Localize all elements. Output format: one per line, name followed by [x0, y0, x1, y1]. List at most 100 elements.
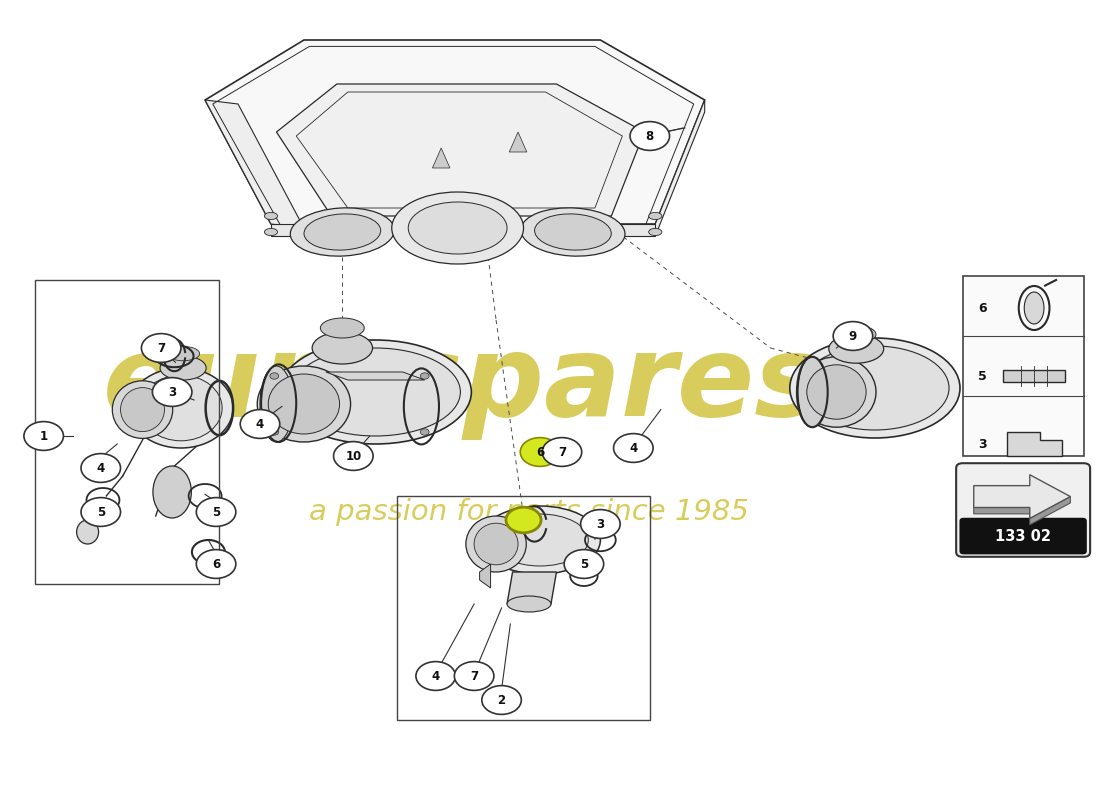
- Text: a passion for parts since 1985: a passion for parts since 1985: [309, 498, 749, 526]
- Circle shape: [520, 438, 560, 466]
- Text: 133 02: 133 02: [996, 529, 1052, 544]
- Ellipse shape: [320, 318, 364, 338]
- Text: 7: 7: [157, 342, 165, 354]
- Ellipse shape: [270, 373, 278, 379]
- Text: 6: 6: [212, 558, 220, 570]
- FancyBboxPatch shape: [959, 518, 1087, 554]
- Ellipse shape: [121, 388, 165, 432]
- Text: 4: 4: [256, 418, 264, 430]
- Ellipse shape: [264, 229, 277, 235]
- Circle shape: [153, 378, 191, 406]
- Text: 4: 4: [97, 462, 104, 474]
- Circle shape: [196, 498, 235, 526]
- Circle shape: [81, 454, 121, 482]
- Circle shape: [333, 442, 373, 470]
- Ellipse shape: [790, 338, 960, 438]
- Ellipse shape: [161, 356, 206, 380]
- FancyBboxPatch shape: [956, 463, 1090, 557]
- Circle shape: [482, 686, 521, 714]
- Polygon shape: [271, 224, 656, 236]
- Text: 6: 6: [536, 446, 544, 458]
- Polygon shape: [205, 100, 304, 228]
- Ellipse shape: [492, 514, 588, 566]
- Text: 7: 7: [470, 670, 478, 682]
- Circle shape: [542, 438, 582, 466]
- Ellipse shape: [279, 340, 472, 444]
- Ellipse shape: [1024, 292, 1044, 324]
- Ellipse shape: [290, 348, 461, 436]
- Ellipse shape: [466, 516, 526, 572]
- Polygon shape: [1006, 432, 1062, 456]
- Circle shape: [564, 550, 604, 578]
- Ellipse shape: [167, 346, 199, 361]
- Polygon shape: [509, 132, 527, 152]
- Polygon shape: [276, 84, 645, 216]
- Circle shape: [454, 662, 494, 690]
- Polygon shape: [432, 148, 450, 168]
- Text: 6: 6: [978, 302, 987, 314]
- Circle shape: [24, 422, 64, 450]
- Polygon shape: [1003, 370, 1065, 382]
- Ellipse shape: [304, 214, 381, 250]
- Ellipse shape: [506, 507, 541, 533]
- Ellipse shape: [268, 374, 340, 434]
- Text: 10: 10: [345, 450, 362, 462]
- Ellipse shape: [806, 365, 866, 419]
- Circle shape: [142, 334, 180, 362]
- Text: 5: 5: [212, 506, 220, 518]
- Circle shape: [196, 550, 235, 578]
- Ellipse shape: [801, 346, 949, 430]
- Text: 9: 9: [849, 330, 857, 342]
- Polygon shape: [974, 474, 1070, 518]
- Circle shape: [581, 510, 620, 538]
- Ellipse shape: [798, 357, 826, 427]
- Ellipse shape: [420, 373, 429, 379]
- Polygon shape: [656, 100, 705, 236]
- Ellipse shape: [796, 357, 876, 427]
- Text: 5: 5: [978, 370, 987, 382]
- Circle shape: [833, 322, 872, 350]
- Text: 7: 7: [558, 446, 566, 458]
- Text: 5: 5: [97, 506, 104, 518]
- Ellipse shape: [474, 523, 518, 565]
- Ellipse shape: [408, 202, 507, 254]
- Text: 4: 4: [629, 442, 638, 454]
- Text: 1: 1: [40, 430, 47, 442]
- Polygon shape: [974, 497, 1070, 525]
- Circle shape: [81, 498, 121, 526]
- Ellipse shape: [312, 332, 373, 364]
- Ellipse shape: [507, 596, 551, 612]
- Text: 2: 2: [497, 694, 506, 706]
- Text: 3: 3: [978, 438, 987, 450]
- Ellipse shape: [535, 214, 612, 250]
- Text: 3: 3: [596, 518, 604, 530]
- Ellipse shape: [649, 229, 662, 235]
- Text: 8: 8: [646, 130, 653, 142]
- Ellipse shape: [480, 506, 601, 574]
- Text: 5: 5: [580, 558, 588, 570]
- Ellipse shape: [77, 520, 99, 544]
- Ellipse shape: [290, 208, 395, 256]
- Ellipse shape: [257, 366, 351, 442]
- Text: eurospares: eurospares: [103, 329, 823, 439]
- Ellipse shape: [649, 212, 662, 219]
- Ellipse shape: [140, 375, 222, 441]
- Ellipse shape: [420, 429, 429, 435]
- Ellipse shape: [112, 381, 173, 438]
- Ellipse shape: [153, 466, 191, 518]
- FancyBboxPatch shape: [962, 276, 1084, 456]
- Ellipse shape: [129, 368, 233, 448]
- Ellipse shape: [270, 429, 278, 435]
- Polygon shape: [326, 372, 425, 380]
- Circle shape: [630, 122, 670, 150]
- Ellipse shape: [521, 208, 625, 256]
- Ellipse shape: [828, 334, 883, 363]
- Circle shape: [240, 410, 279, 438]
- Polygon shape: [480, 564, 491, 588]
- Text: 4: 4: [431, 670, 440, 682]
- Ellipse shape: [260, 366, 293, 442]
- Ellipse shape: [264, 212, 277, 219]
- Text: 3: 3: [168, 386, 176, 398]
- Circle shape: [416, 662, 455, 690]
- Circle shape: [614, 434, 653, 462]
